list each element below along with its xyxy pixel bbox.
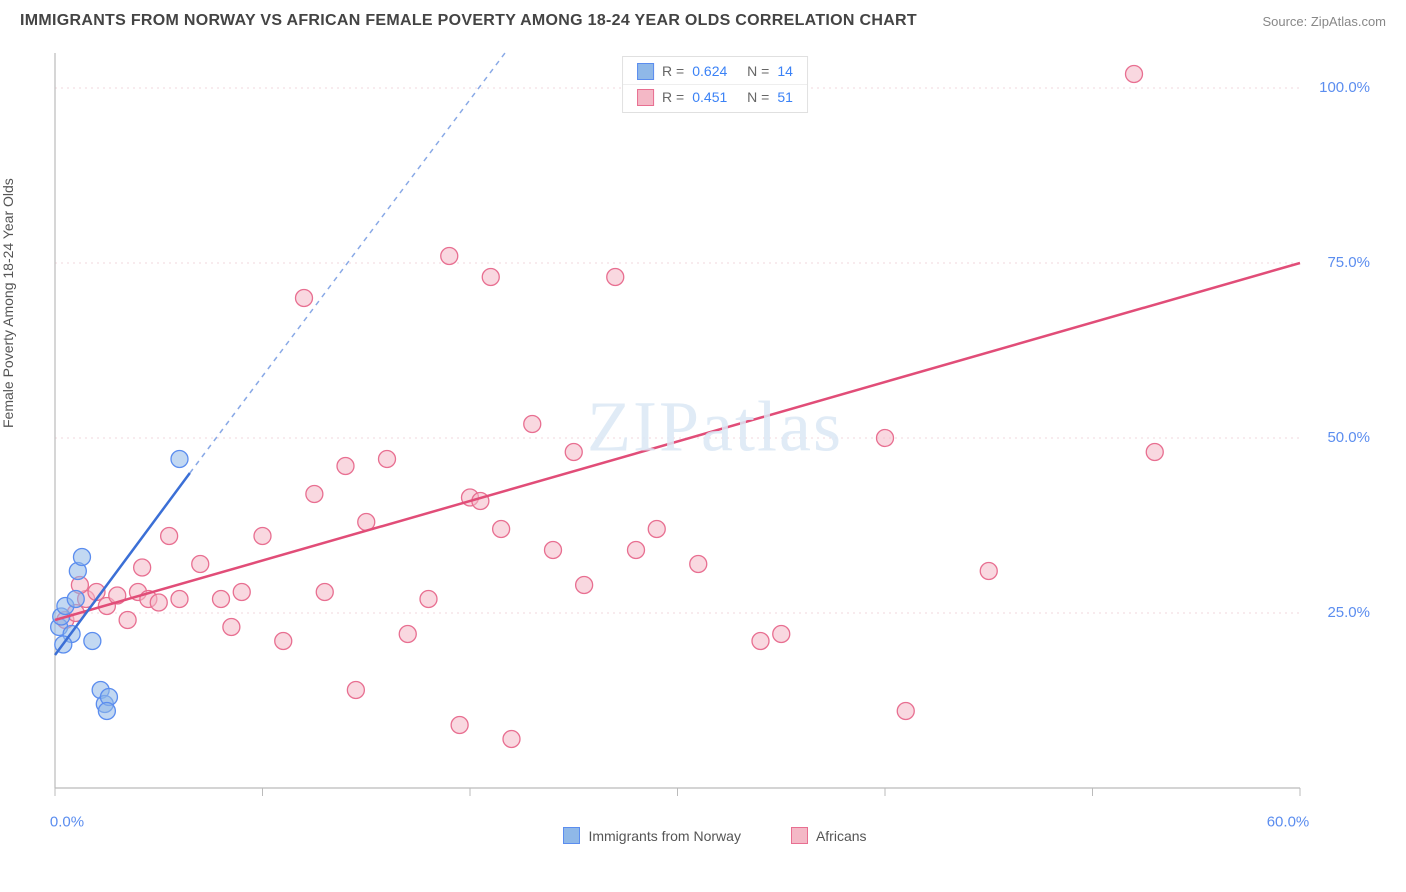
- r-value-norway: 0.624: [692, 59, 727, 84]
- legend-row-africans: R = 0.451 N = 51: [623, 85, 807, 110]
- legend-item-norway: Immigrants from Norway: [563, 827, 740, 844]
- swatch-africans: [791, 827, 808, 844]
- legend-item-africans: Africans: [791, 827, 867, 844]
- r-value-africans: 0.451: [692, 85, 727, 110]
- chart-area: 0.0%60.0%25.0%50.0%75.0%100.0% ZIPatlas …: [50, 48, 1380, 838]
- swatch-africans: [637, 89, 654, 106]
- r-label: R =: [662, 59, 684, 84]
- legend-bottom: Immigrants from Norway Africans: [50, 827, 1380, 844]
- svg-text:25.0%: 25.0%: [1327, 604, 1370, 621]
- svg-text:75.0%: 75.0%: [1327, 254, 1370, 271]
- r-label: R =: [662, 85, 684, 110]
- legend-correlation: R = 0.624 N = 14 R = 0.451 N = 51: [622, 56, 808, 113]
- swatch-norway: [563, 827, 580, 844]
- n-value-africans: 51: [777, 85, 793, 110]
- svg-text:100.0%: 100.0%: [1319, 79, 1370, 96]
- legend-label-africans: Africans: [816, 828, 867, 844]
- legend-label-norway: Immigrants from Norway: [588, 828, 740, 844]
- n-label: N =: [747, 59, 769, 84]
- legend-row-norway: R = 0.624 N = 14: [623, 59, 807, 85]
- source-label: Source: ZipAtlas.com: [1262, 14, 1386, 29]
- y-axis-label: Female Poverty Among 18-24 Year Olds: [0, 178, 16, 428]
- n-value-norway: 14: [777, 59, 793, 84]
- chart-title: IMMIGRANTS FROM NORWAY VS AFRICAN FEMALE…: [20, 12, 917, 30]
- swatch-norway: [637, 63, 654, 80]
- n-label: N =: [747, 85, 769, 110]
- svg-text:50.0%: 50.0%: [1327, 429, 1370, 446]
- scatter-plot: 0.0%60.0%25.0%50.0%75.0%100.0%: [50, 48, 1380, 838]
